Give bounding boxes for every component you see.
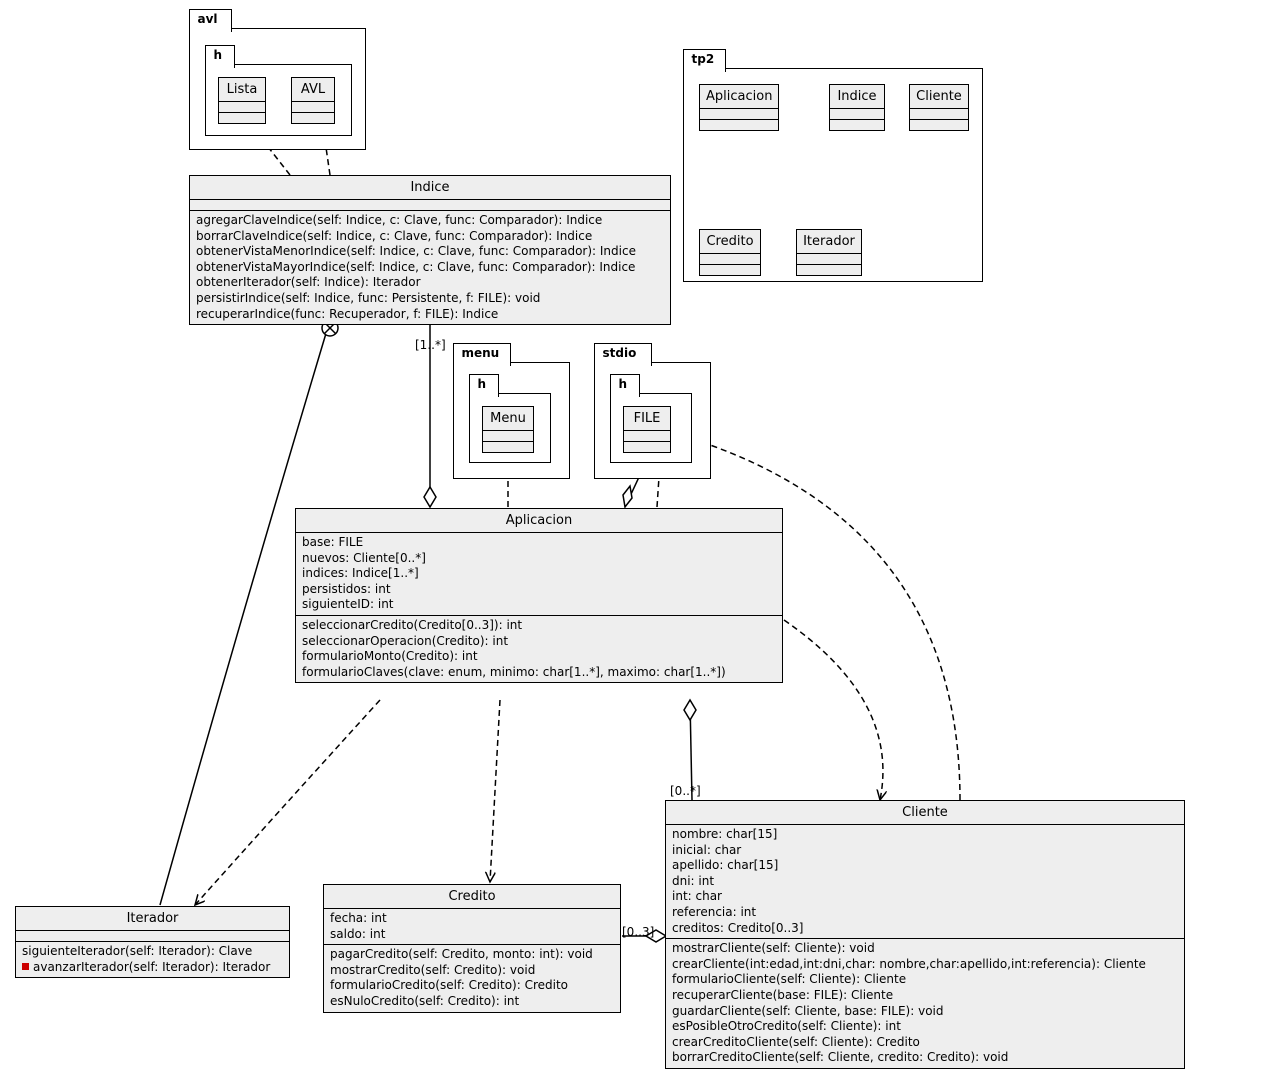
diagram-stage: avl h Lista AVL tp2 Aplicacion Indice xyxy=(0,0,1272,1080)
mult-credito: [0..3] xyxy=(622,925,654,939)
class-cliente-methods: mostrarCliente(self: Cliente): voidcrear… xyxy=(666,939,1184,1068)
tp2-iterador: Iterador xyxy=(796,229,862,276)
class-iterador-methods: siguienteIterador(self: Iterador): Clave… xyxy=(16,942,289,977)
mult-indice: [1..*] xyxy=(415,338,446,352)
package-stdio-tab: stdio xyxy=(594,343,652,366)
iterador-method-1: avanzarIterador(self: Iterador): Iterado… xyxy=(22,960,283,976)
edge-aplicacion-iterador xyxy=(195,700,380,905)
class-lista-title: Lista xyxy=(219,78,265,102)
package-stdio-h: h FILE xyxy=(610,393,692,463)
tp2-aplicacion: Aplicacion xyxy=(699,84,779,131)
class-credito-methods: pagarCredito(self: Credito, monto: int):… xyxy=(324,945,620,1011)
package-menu: menu h Menu xyxy=(453,362,570,479)
package-tp2: tp2 Aplicacion Indice Cliente Credito It… xyxy=(683,68,983,282)
class-indice-attrs xyxy=(190,200,670,211)
tp2-indice: Indice xyxy=(829,84,885,131)
package-tp2-tab: tp2 xyxy=(683,49,726,72)
class-aplicacion-methods: seleccionarCredito(Credito[0..3]): intse… xyxy=(296,616,782,682)
class-credito-attrs: fecha: intsaldo: int xyxy=(324,909,620,945)
package-menu-h: h Menu xyxy=(469,393,551,463)
class-menu: Menu xyxy=(482,406,534,453)
package-avl: avl h Lista AVL xyxy=(189,28,366,150)
class-indice: Indice agregarClaveIndice(self: Indice, … xyxy=(189,175,671,325)
class-avl-title: AVL xyxy=(292,78,334,102)
class-file: FILE xyxy=(623,406,671,453)
class-iterador-title: Iterador xyxy=(16,907,289,931)
package-avl-h-tab: h xyxy=(205,45,235,68)
class-aplicacion-title: Aplicacion xyxy=(296,509,782,533)
package-avl-h: h Lista AVL xyxy=(205,64,352,136)
class-cliente: Cliente nombre: char[15]inicial: charape… xyxy=(665,800,1185,1069)
class-lista: Lista xyxy=(218,77,266,124)
class-cliente-title: Cliente xyxy=(666,801,1184,825)
class-iterador: Iterador siguienteIterador(self: Iterado… xyxy=(15,906,290,978)
class-aplicacion: Aplicacion base: FILEnuevos: Cliente[0..… xyxy=(295,508,783,683)
class-indice-title: Indice xyxy=(190,176,670,200)
mult-cliente: [0..*] xyxy=(670,784,701,798)
class-credito-title: Credito xyxy=(324,885,620,909)
edge-aplicacion-cliente-dashed xyxy=(784,620,883,800)
class-credito: Credito fecha: intsaldo: int pagarCredit… xyxy=(323,884,621,1013)
tp2-credito: Credito xyxy=(699,229,761,276)
iterador-method-0: siguienteIterador(self: Iterador): Clave xyxy=(22,944,283,960)
package-menu-tab: menu xyxy=(453,343,511,366)
package-stdio: stdio h FILE xyxy=(594,362,711,479)
package-avl-tab: avl xyxy=(189,9,232,32)
class-iterador-attrs xyxy=(16,931,289,942)
edge-aplicacion-credito xyxy=(490,700,500,882)
class-aplicacion-attrs: base: FILEnuevos: Cliente[0..*]indices: … xyxy=(296,533,782,616)
class-avl-small: AVL xyxy=(291,77,335,124)
tp2-cliente: Cliente xyxy=(909,84,969,131)
class-cliente-attrs: nombre: char[15]inicial: charapellido: c… xyxy=(666,825,1184,939)
class-indice-methods: agregarClaveIndice(self: Indice, c: Clav… xyxy=(190,211,670,324)
